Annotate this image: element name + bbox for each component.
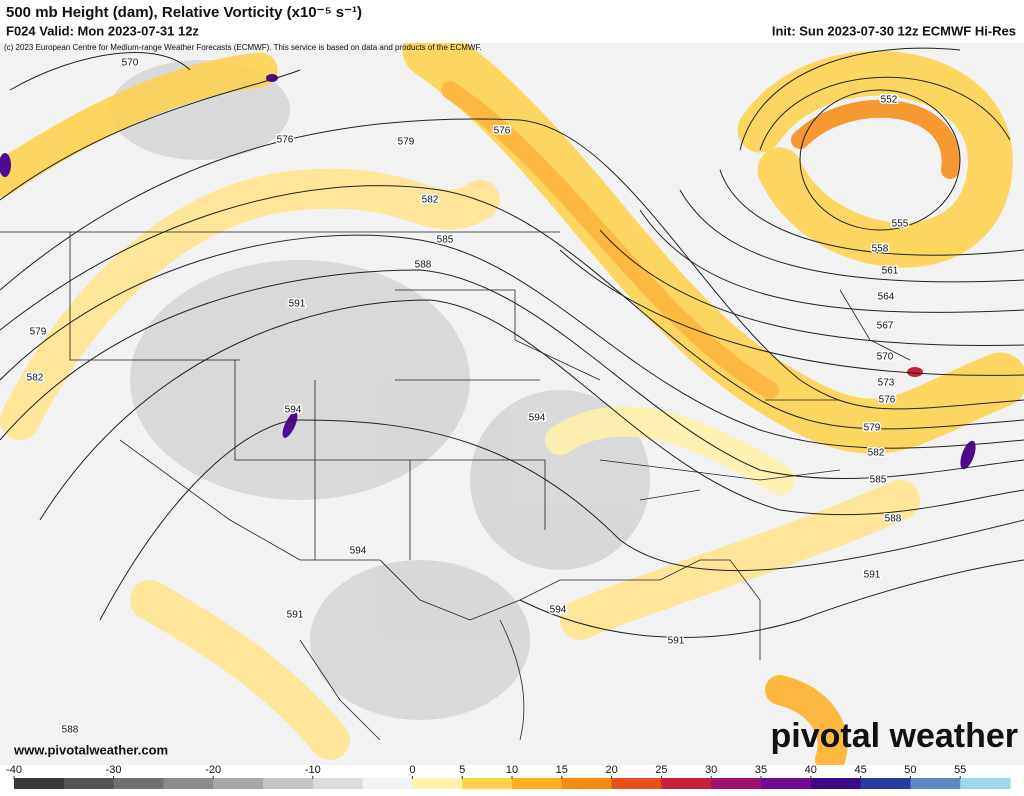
colorbar-swatch (960, 778, 1011, 789)
colorbar-swatch (860, 778, 911, 789)
contour-label: 564 (878, 292, 895, 303)
colorbar-swatch (661, 778, 712, 789)
contour-label: 594 (285, 405, 302, 416)
init-time: Init: Sun 2023-07-30 12z ECMWF Hi-Res (772, 23, 1016, 38)
contour-label: 594 (529, 413, 546, 424)
colorbar-tick-label: 15 (556, 764, 568, 776)
contour-label: 582 (27, 373, 44, 384)
contour-label: 588 (62, 725, 79, 736)
contour-label: 588 (885, 514, 902, 525)
contour-label: 552 (881, 95, 898, 106)
colorbar-tick-label: -20 (205, 764, 221, 776)
contour-label: 573 (878, 378, 895, 389)
colorbar-swatch (412, 778, 463, 789)
contour-label: 582 (868, 448, 885, 459)
contour-label: 555 (892, 219, 909, 230)
map (0, 22, 1024, 775)
contour-labels: 570 576 579 576 582 585 588 591 579 582 594 594 594 5… (25, 56, 910, 737)
colorbar-swatch (213, 778, 264, 789)
colorbar-swatch (63, 778, 115, 789)
contour-label: 576 (277, 135, 294, 146)
colorbar-swatch (462, 778, 513, 789)
contour-label: 579 (398, 137, 415, 148)
colorbar-tick-label: 30 (705, 764, 717, 776)
valid-time: F024 Valid: Mon 2023-07-31 12z (6, 23, 199, 38)
colorbar-swatch (512, 778, 563, 789)
colorbar-tick-label: 35 (755, 764, 767, 776)
contour-label: 591 (287, 610, 304, 621)
contour-label: 585 (870, 475, 887, 486)
colorbar-tick-label: -40 (6, 764, 22, 776)
colorbar-swatch (910, 778, 961, 789)
colorbar-swatch (561, 778, 613, 789)
header-band (0, 0, 1024, 43)
contour-label: 591 (864, 570, 881, 581)
contour-label: 576 (879, 395, 896, 406)
contour-label: 558 (872, 244, 889, 255)
logo: pivotal weather (770, 717, 1018, 755)
contour-label: 582 (422, 195, 439, 206)
colorbar-swatch (611, 778, 662, 789)
contour-label: 591 (668, 636, 685, 647)
colorbar-swatch (113, 778, 164, 789)
colorbar-tick-label: 45 (854, 764, 866, 776)
contour-label: 594 (350, 546, 367, 557)
contour-label: 591 (289, 299, 306, 310)
copyright: (c) 2023 European Centre for Medium-rang… (4, 43, 482, 52)
contour-label: 570 (122, 58, 139, 69)
colorbar-tick-label: 55 (954, 764, 966, 776)
colorbar-tick-label: 0 (409, 764, 415, 776)
contour-label: 567 (877, 321, 894, 332)
title: 500 mb Height (dam), Relative Vorticity … (6, 4, 362, 21)
colorbar-tick-label: 10 (506, 764, 518, 776)
contour-label: 594 (550, 605, 567, 616)
contour-label: 561 (882, 266, 899, 277)
colorbar-tick-label: 20 (605, 764, 617, 776)
colorbar-tick-label: 40 (805, 764, 817, 776)
colorbar-swatch (163, 778, 214, 789)
contour-label: 579 (864, 423, 881, 434)
colorbar-tick-label: 50 (904, 764, 916, 776)
contour-label: 576 (494, 126, 511, 137)
colorbar-swatch (14, 778, 65, 789)
contour-label: 585 (437, 235, 454, 246)
colorbar: -40 -30 -20 -10 0 5 10 15 20 25 30 35 40 45 50 55 (6, 764, 1011, 789)
colorbar-swatch (810, 778, 862, 789)
colorbar-tick-label: 25 (655, 764, 667, 776)
website: www.pivotalweather.com (13, 742, 168, 757)
contour-label: 570 (877, 352, 894, 363)
colorbar-tick-label: -10 (305, 764, 321, 776)
colorbar-swatch (362, 778, 413, 789)
colorbar-swatch (263, 778, 314, 789)
colorbar-swatch (711, 778, 762, 789)
colorbar-tick-label: 5 (459, 764, 465, 776)
contour-label: 579 (30, 327, 47, 338)
colorbar-swatch (761, 778, 812, 789)
colorbar-tick-label: -30 (106, 764, 122, 776)
colorbar-swatch (312, 778, 364, 789)
contour-label: 588 (415, 260, 432, 271)
